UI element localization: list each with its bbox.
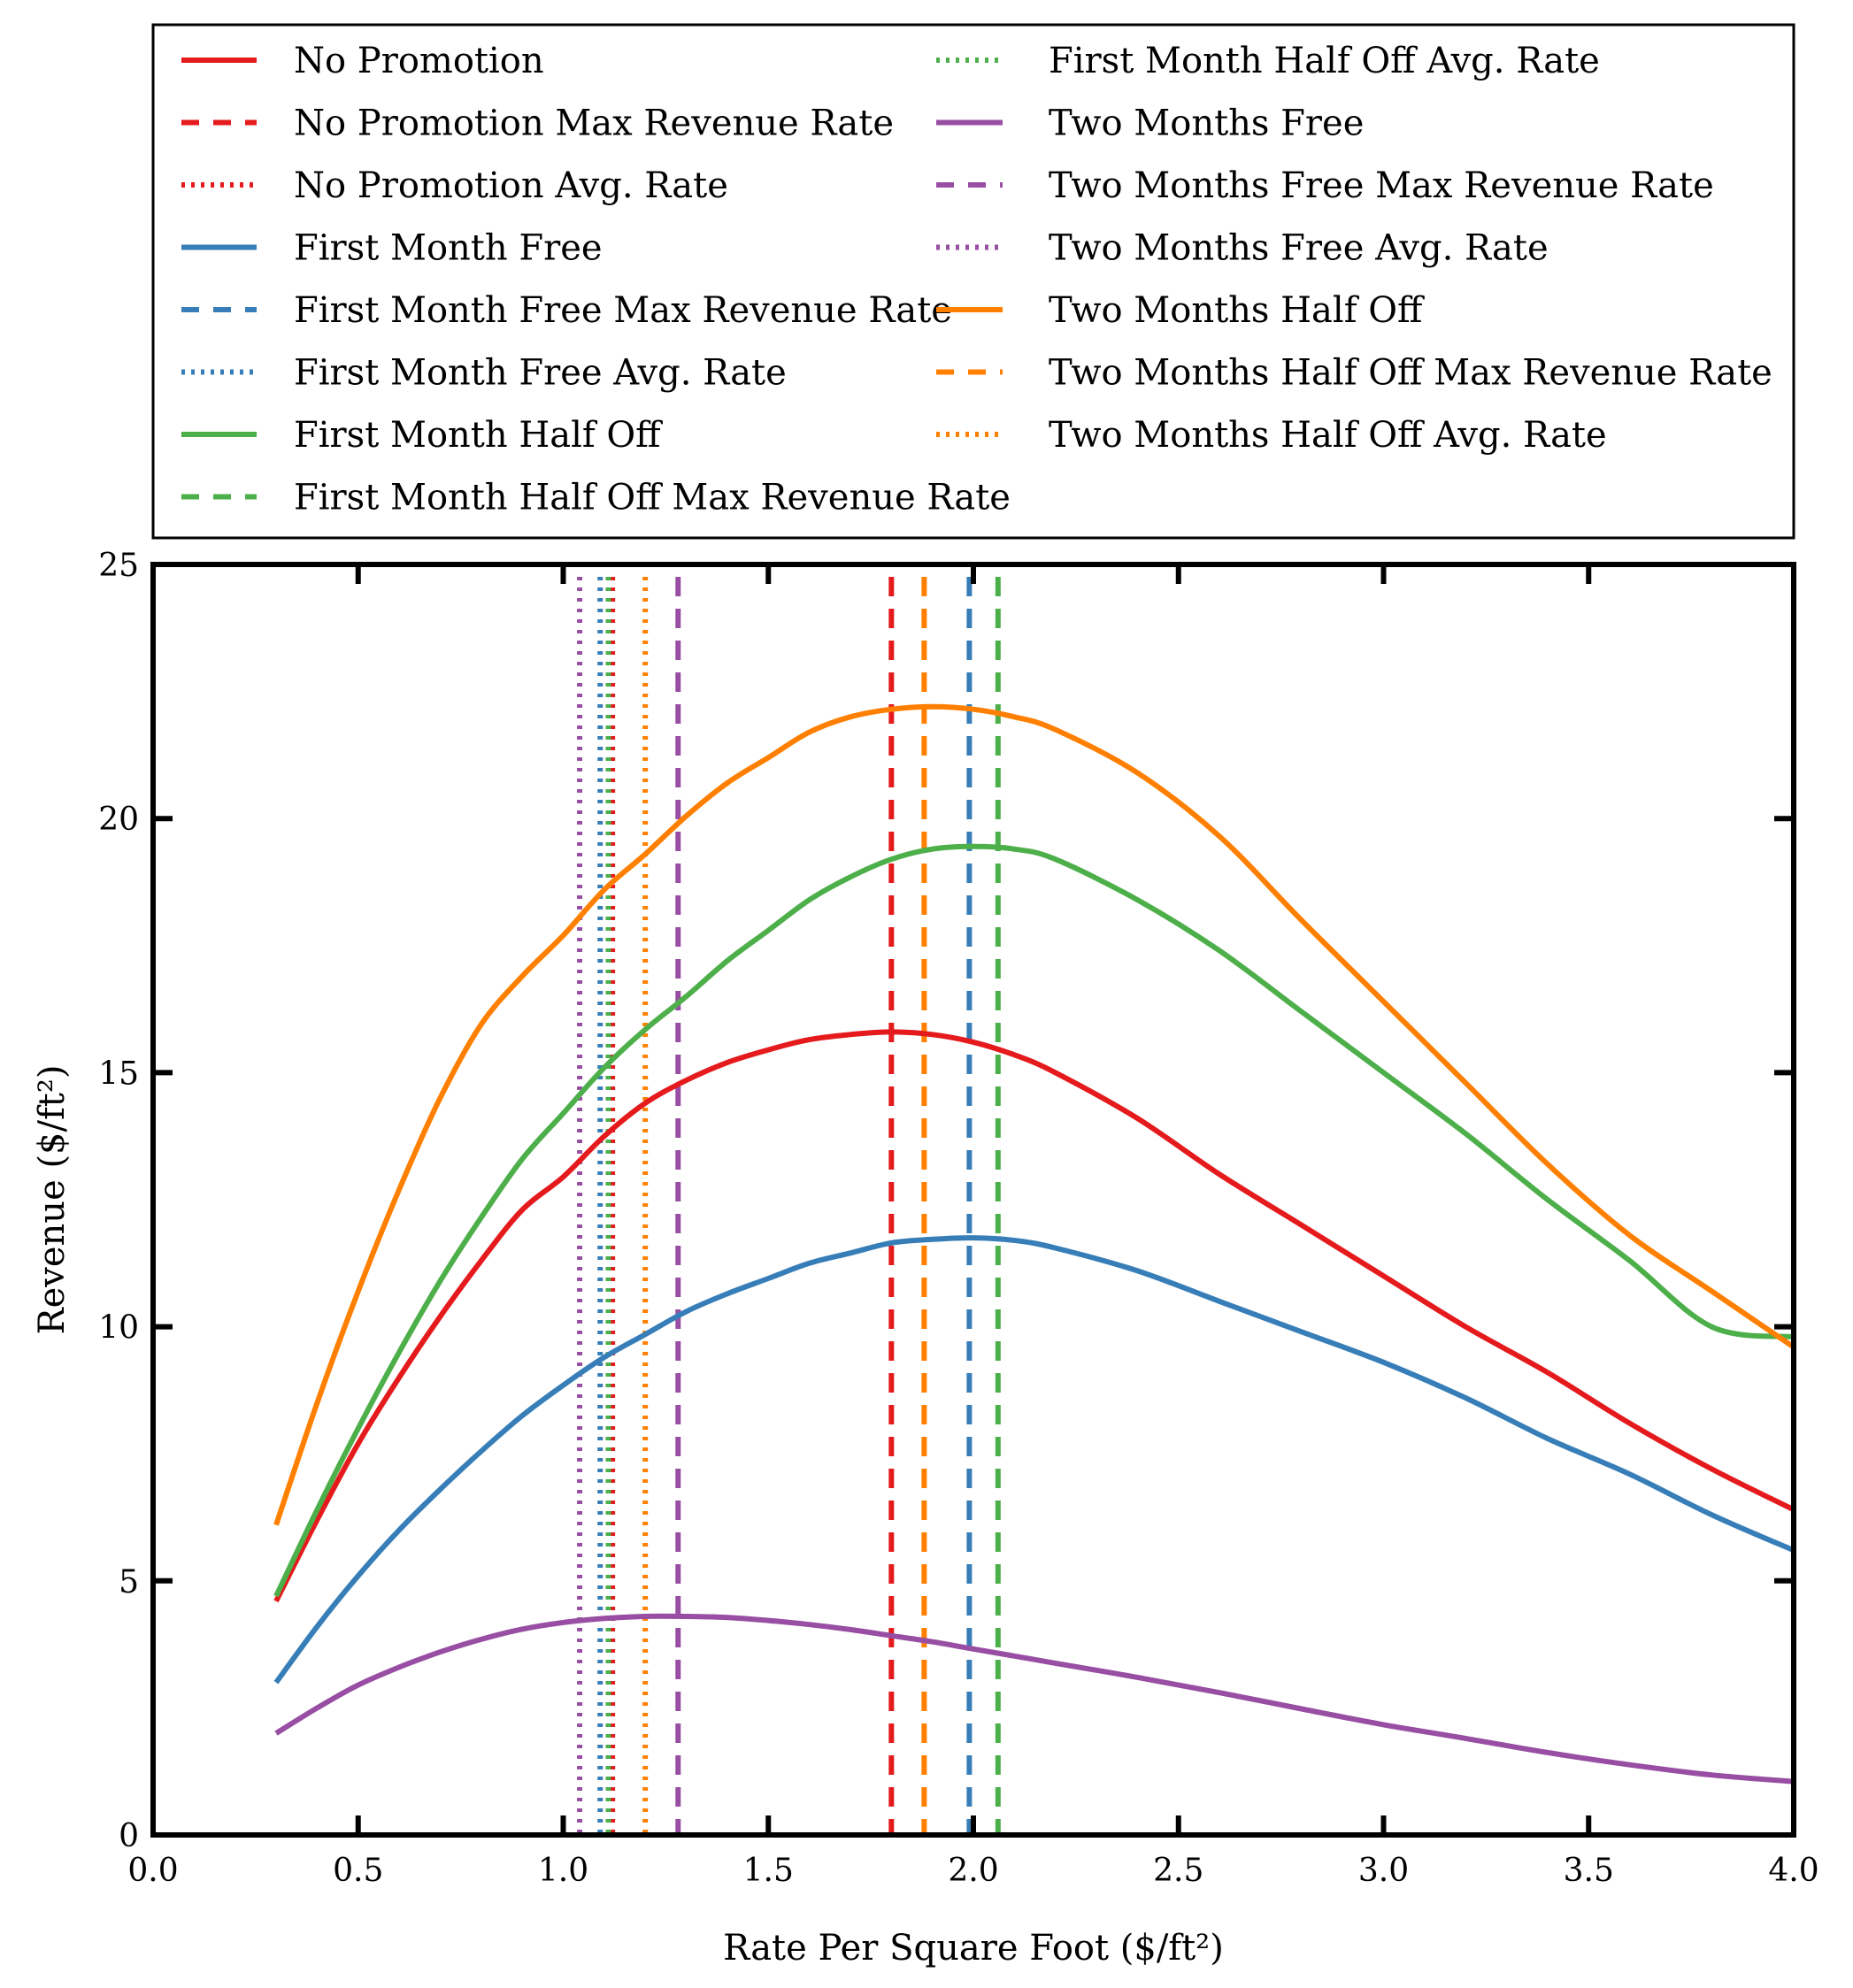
x-axis-label: Rate Per Square Foot ($/ft²) [723, 1928, 1224, 1969]
y-axis-label: Revenue ($/ft²) [32, 1064, 73, 1334]
legend-label: Two Months Free Avg. Rate [1049, 228, 1549, 269]
legend-label: No Promotion [294, 41, 544, 81]
legend-label: First Month Half Off Avg. Rate [1049, 41, 1600, 81]
x-tick-label: 3.5 [1564, 1853, 1614, 1889]
legend [151, 23, 1795, 540]
legend-label: First Month Free Avg. Rate [294, 353, 787, 394]
y-tick-label: 0 [119, 1818, 139, 1854]
x-tick-label: 0.0 [127, 1853, 178, 1889]
axis-ticks [153, 564, 1794, 1835]
tick-labels: 0.0 0.5 1.0 1.5 2.0 2.5 3.0 3.5 4.0 0 5 10 15 20 25 [98, 548, 1818, 1889]
legend-label: First Month Free [294, 228, 603, 269]
x-tick-label: 2.5 [1153, 1853, 1203, 1889]
legend-label: First Month Free Max Revenue Rate [294, 290, 952, 331]
legend-label: First Month Half Off Max Revenue Rate [294, 478, 1011, 518]
legend-label: Two Months Half Off Avg. Rate [1049, 415, 1607, 456]
x-tick-label: 1.5 [743, 1853, 794, 1889]
series-line-no-promotion [273, 1029, 1794, 1603]
y-tick-label: 15 [98, 1055, 139, 1092]
reference-lines [577, 577, 1001, 1835]
legend-label: Two Months Half Off [1049, 290, 1425, 331]
legend-items: No Promotion No Promotion Max Revenue Rat… [181, 41, 1772, 518]
y-tick-label: 20 [98, 802, 139, 838]
series-line-first-month-half-off [273, 843, 1794, 1598]
legend-label: Two Months Free Max Revenue Rate [1049, 165, 1714, 206]
y-tick-label: 5 [119, 1564, 139, 1600]
series-curves [273, 703, 1794, 1785]
legend-label: First Month Half Off [294, 415, 663, 456]
x-tick-label: 4.0 [1768, 1853, 1818, 1889]
legend-label: Two Months Half Off Max Revenue Rate [1049, 353, 1772, 394]
legend-label: No Promotion Max Revenue Rate [294, 104, 894, 144]
y-tick-label: 10 [98, 1310, 139, 1347]
x-tick-label: 2.0 [948, 1853, 998, 1889]
series-line-two-months-free [274, 1613, 1794, 1785]
series-line-first-month-free [273, 1235, 1794, 1685]
x-tick-label: 3.0 [1358, 1853, 1409, 1889]
x-tick-label: 0.5 [333, 1853, 383, 1889]
x-tick-label: 1.0 [538, 1853, 588, 1889]
series-line-two-months-half-off [273, 703, 1794, 1526]
y-tick-label: 25 [98, 548, 139, 584]
legend-label: No Promotion Avg. Rate [294, 165, 728, 206]
legend-label: Two Months Free [1049, 104, 1364, 144]
